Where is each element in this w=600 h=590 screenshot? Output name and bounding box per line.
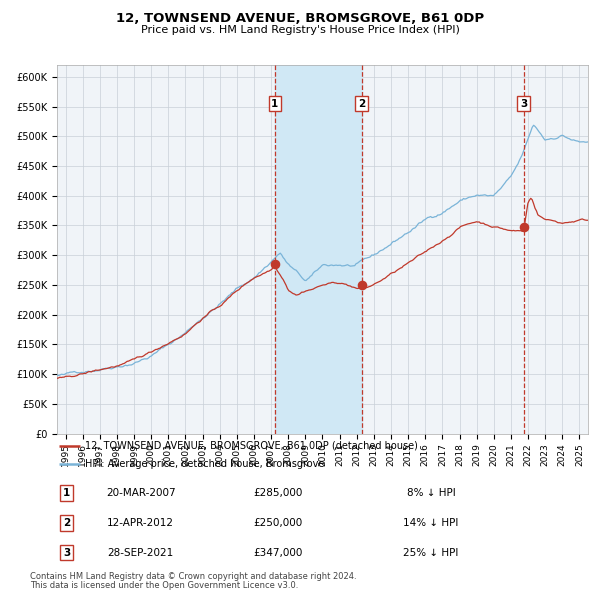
Text: Price paid vs. HM Land Registry's House Price Index (HPI): Price paid vs. HM Land Registry's House …	[140, 25, 460, 35]
Text: 12-APR-2012: 12-APR-2012	[107, 518, 174, 527]
Text: HPI: Average price, detached house, Bromsgrove: HPI: Average price, detached house, Brom…	[85, 459, 325, 469]
Bar	[275, 65, 362, 434]
Text: 14% ↓ HPI: 14% ↓ HPI	[403, 518, 459, 527]
Text: 1: 1	[271, 99, 278, 109]
Point	[519, 222, 529, 232]
Text: Contains HM Land Registry data © Crown copyright and database right 2024.: Contains HM Land Registry data © Crown c…	[30, 572, 356, 581]
Text: 20-MAR-2007: 20-MAR-2007	[106, 488, 176, 498]
Text: 12, TOWNSEND AVENUE, BROMSGROVE, B61 0DP (detached house): 12, TOWNSEND AVENUE, BROMSGROVE, B61 0DP…	[85, 441, 418, 451]
Text: This data is licensed under the Open Government Licence v3.0.: This data is licensed under the Open Gov…	[30, 581, 298, 589]
Text: 28-SEP-2021: 28-SEP-2021	[107, 548, 174, 558]
Text: £285,000: £285,000	[253, 488, 303, 498]
Text: 2: 2	[63, 518, 70, 527]
Text: 8% ↓ HPI: 8% ↓ HPI	[407, 488, 455, 498]
Text: 12, TOWNSEND AVENUE, BROMSGROVE, B61 0DP: 12, TOWNSEND AVENUE, BROMSGROVE, B61 0DP	[116, 12, 484, 25]
Text: 2: 2	[358, 99, 365, 109]
Text: £347,000: £347,000	[253, 548, 303, 558]
Text: 1: 1	[63, 488, 70, 498]
Text: 3: 3	[63, 548, 70, 558]
Point	[270, 260, 280, 269]
Point	[357, 280, 367, 290]
Text: 25% ↓ HPI: 25% ↓ HPI	[403, 548, 459, 558]
Text: 3: 3	[520, 99, 527, 109]
Text: £250,000: £250,000	[253, 518, 302, 527]
